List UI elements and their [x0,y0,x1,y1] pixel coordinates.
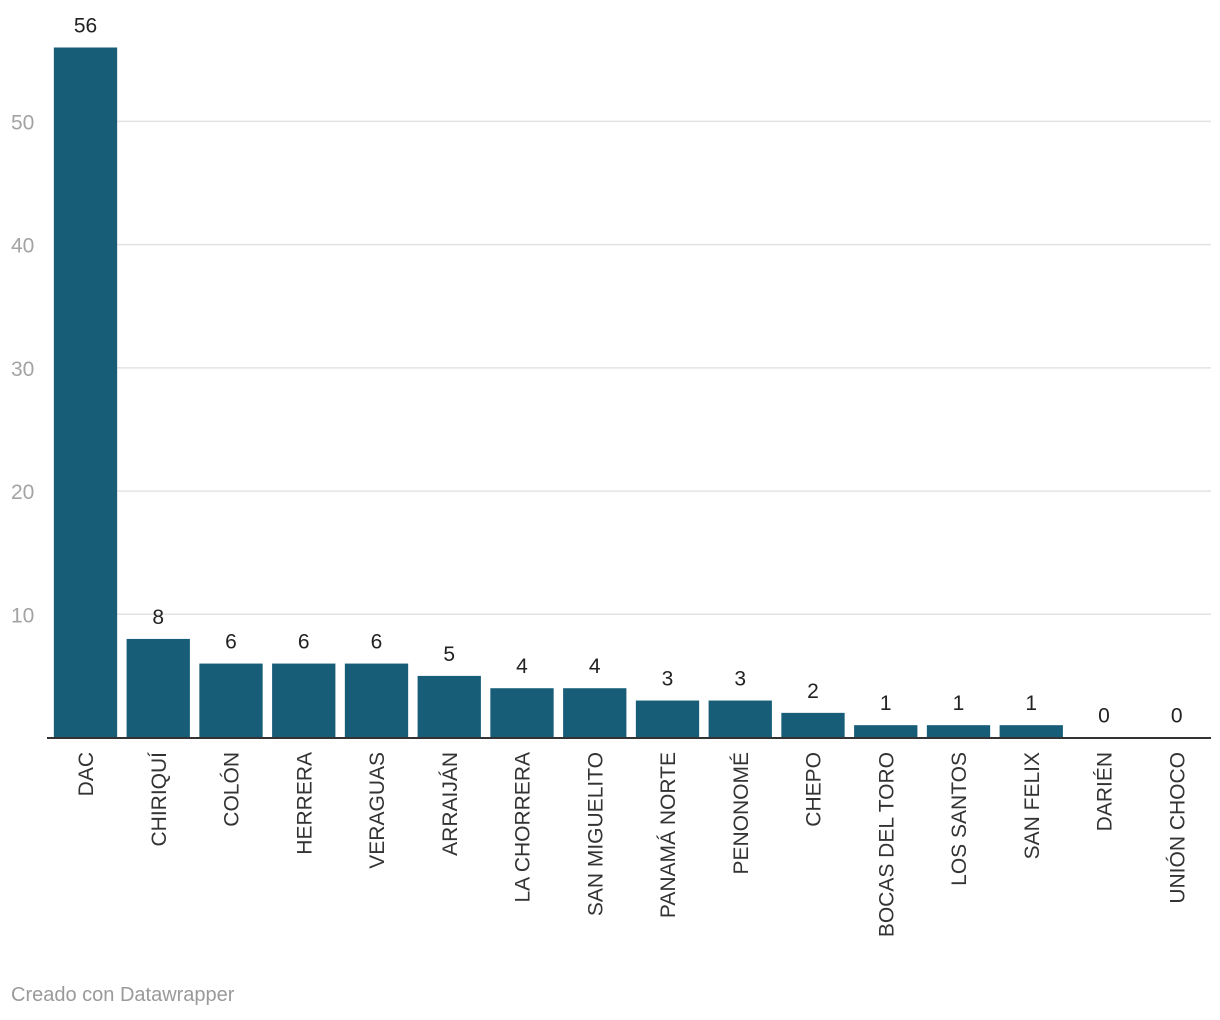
bar [272,663,336,738]
bar-value-label: 8 [152,606,164,629]
bar-value-label: 4 [516,655,528,678]
bar-value-label: 4 [589,655,601,678]
x-tick-label: DAC [75,752,98,796]
x-tick-label: VERAGUAS [366,752,389,869]
bar-value-label: 6 [225,631,237,654]
x-tick-label: LOS SANTOS [948,752,971,886]
x-tick-label: LA CHORRERA [512,752,535,903]
x-tick-label: CHEPO [803,752,826,827]
bar [417,675,481,738]
y-axis-ticks: 10 20 30 40 50 [11,111,34,627]
bar-value-label: 6 [371,631,383,654]
x-tick-label: PANAMÁ NORTE [657,752,680,918]
bar-value-label: 6 [298,631,310,654]
bar-value-label: 5 [443,643,455,666]
bar [926,725,991,738]
x-tick-label: COLÓN [221,752,244,827]
bar [344,663,409,738]
bar [635,700,700,738]
y-tick-label: 20 [11,481,34,504]
bar [126,638,190,738]
data-labels: 56 8 6 6 6 5 4 4 3 3 2 1 1 1 0 0 [74,15,1183,728]
x-tick-label: ARRAIJÁN [439,752,462,856]
x-tick-label: PENONOMÉ [730,752,753,875]
x-axis-ticks: DAC CHIRIQUÍ COLÓN HERRERA VERAGUAS ARRAIJÁN L… [75,752,1189,937]
bar [854,725,918,738]
x-tick-label: DARIÉN [1094,752,1117,831]
y-tick-label: 30 [11,358,34,381]
bar [781,712,845,738]
bar [999,725,1063,738]
bar-value-label: 1 [1025,692,1037,715]
credit-text: Creado con Datawrapper [11,984,235,1006]
bar-value-label: 56 [74,15,97,38]
y-tick-label: 40 [11,235,34,258]
bar [490,688,554,738]
bar-value-label: 1 [880,692,892,715]
bar-value-label: 0 [1098,705,1110,728]
gridlines [116,120,1211,616]
x-tick-label: SAN FELIX [1021,752,1044,859]
bar-value-label: 0 [1171,705,1183,728]
bar [53,47,118,738]
x-tick-label: SAN MIGUELITO [584,752,607,916]
bar-value-label: 1 [953,692,965,715]
x-tick-label: HERRERA [293,752,316,855]
bar-value-label: 3 [662,668,674,691]
bar [563,688,627,738]
bars [53,47,1063,738]
bar-value-label: 3 [734,668,746,691]
x-tick-label: CHIRIQUÍ [148,752,171,847]
bar [199,663,263,738]
bar [708,700,772,738]
y-tick-label: 50 [11,111,34,134]
bar-value-label: 2 [807,680,819,703]
y-tick-label: 10 [11,604,34,627]
x-tick-label: BOCAS DEL TORO [875,752,898,937]
x-tick-label: UNIÓN CHOCO [1166,752,1189,904]
